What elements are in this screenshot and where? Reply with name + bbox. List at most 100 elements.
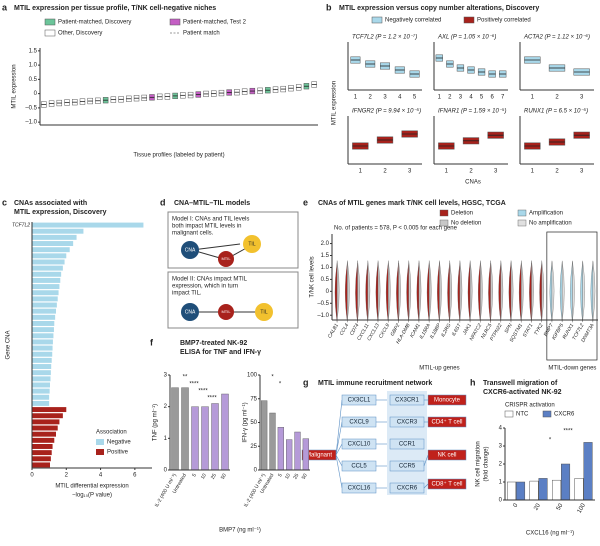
x-tick-label: IL2RG bbox=[440, 323, 452, 339]
node bbox=[427, 478, 467, 490]
legend-label: Positively correlated bbox=[477, 18, 531, 24]
axis-title: CXCL16 (ng ml⁻¹) bbox=[526, 531, 574, 537]
y-tick-label: 0 bbox=[164, 468, 168, 474]
x-tick-label: IL6ST bbox=[451, 322, 463, 337]
subplot-title: IFNGR2 (P = 9.94 × 10⁻⁵) bbox=[352, 108, 421, 115]
axis-title: CNAs bbox=[465, 180, 481, 186]
bar bbox=[32, 370, 51, 376]
bar bbox=[32, 357, 52, 363]
x-tick-label: CCL4 bbox=[339, 322, 351, 336]
subplot-title: IFNAR1 (P = 1.59 × 10⁻⁵) bbox=[438, 108, 507, 115]
violin bbox=[580, 262, 583, 323]
model-text: Model II: CNAs impact MTIL bbox=[172, 277, 248, 283]
node-label: CXCR3 bbox=[397, 420, 418, 426]
y-tick-label: 1.0 bbox=[29, 63, 38, 69]
violin bbox=[437, 262, 440, 323]
bar bbox=[32, 400, 50, 406]
node bbox=[389, 438, 425, 450]
violin bbox=[572, 260, 575, 321]
violin bbox=[385, 262, 389, 323]
x-tick-label: 1 bbox=[438, 95, 442, 101]
bar bbox=[32, 456, 51, 462]
x-tick-label: 2 bbox=[65, 473, 69, 479]
x-tick-label: SPN bbox=[504, 322, 515, 334]
legend-swatch bbox=[439, 219, 449, 227]
violin bbox=[336, 260, 340, 321]
y-tick-label: 0 bbox=[326, 289, 330, 295]
bar bbox=[32, 321, 55, 326]
y-tick-label: TCF7L2 bbox=[12, 222, 30, 228]
violin bbox=[582, 260, 585, 321]
x-tick-label: 5 bbox=[191, 472, 198, 478]
node bbox=[341, 460, 377, 472]
bar bbox=[32, 271, 62, 277]
x-tick-label: 50 bbox=[556, 502, 565, 511]
panel-letter: d bbox=[160, 197, 166, 207]
bar bbox=[269, 412, 276, 471]
node bbox=[301, 449, 337, 461]
node bbox=[341, 482, 377, 494]
x-tick-label: 2 bbox=[369, 95, 373, 101]
subplot-title: TCF7L2 (P = 1.2 × 10⁻⁷) bbox=[352, 34, 417, 41]
group-label: MTIL-up genes bbox=[419, 366, 459, 372]
bar bbox=[32, 302, 57, 308]
legend-label: CXCR6 bbox=[554, 412, 575, 418]
node bbox=[427, 416, 467, 428]
violin bbox=[398, 260, 401, 321]
node-label: MTIL bbox=[221, 256, 231, 261]
y-tick-label: –0.5 bbox=[317, 301, 329, 307]
violin bbox=[447, 262, 450, 323]
y-tick-label: 0.5 bbox=[29, 77, 38, 83]
x-tick-label: 10 bbox=[284, 472, 292, 480]
bar bbox=[561, 463, 571, 501]
node-label: TIL bbox=[248, 241, 255, 247]
legend-label: No amplification bbox=[529, 221, 572, 227]
x-tick-label: 1 bbox=[531, 169, 535, 175]
bar bbox=[32, 333, 54, 339]
significance: **** bbox=[563, 429, 573, 435]
x-tick-label: 3 bbox=[580, 169, 584, 175]
legend-swatch bbox=[542, 410, 552, 418]
legend-label: Patient match bbox=[183, 31, 220, 37]
node bbox=[181, 241, 199, 259]
bar bbox=[32, 450, 52, 456]
x-tick-label: 3 bbox=[580, 95, 584, 101]
violin bbox=[508, 262, 512, 323]
bar bbox=[32, 345, 53, 351]
panel-d: d CNA–MTIL–TIL models Model I: CNAs and … bbox=[160, 197, 299, 329]
x-tick-label: 3 bbox=[494, 169, 498, 175]
violin bbox=[488, 262, 491, 323]
node-label: CX3CL1 bbox=[348, 398, 371, 404]
legend-label: Amplification bbox=[529, 211, 563, 217]
panel-title: ELISA for TNF and IFN-γ bbox=[180, 349, 261, 356]
violin bbox=[467, 262, 471, 323]
bar bbox=[201, 406, 209, 471]
bar bbox=[32, 462, 50, 468]
bar bbox=[294, 431, 301, 471]
panel-letter: f bbox=[150, 337, 154, 347]
axis-title: Tissue profiles (labeled by patient) bbox=[133, 153, 224, 159]
edge bbox=[335, 443, 343, 456]
x-tick-label: 5 bbox=[277, 472, 284, 478]
legend-swatch bbox=[517, 209, 527, 217]
panel-title: Transwell migration of bbox=[483, 380, 558, 387]
node-label: CCR5 bbox=[399, 464, 416, 470]
violin bbox=[529, 262, 532, 323]
violin bbox=[500, 260, 504, 321]
violin bbox=[429, 260, 432, 321]
node bbox=[218, 304, 234, 320]
y-tick-label: 2 bbox=[499, 462, 503, 468]
model-text: expression, which in turn bbox=[172, 284, 238, 290]
y-tick-label: 0 bbox=[499, 498, 503, 504]
x-tick-label: 4 bbox=[469, 95, 473, 101]
x-tick-label: 2 bbox=[555, 169, 559, 175]
panel-title: MTIL expression, Discovery bbox=[14, 209, 107, 216]
violin bbox=[551, 260, 555, 321]
y-tick-label: 3 bbox=[164, 373, 168, 379]
panel-title: MTIL expression per tissue profile, T/NK… bbox=[14, 5, 216, 12]
node-label: NK cell bbox=[437, 453, 456, 459]
bar bbox=[552, 479, 562, 501]
bar bbox=[32, 296, 58, 302]
node bbox=[255, 303, 273, 321]
